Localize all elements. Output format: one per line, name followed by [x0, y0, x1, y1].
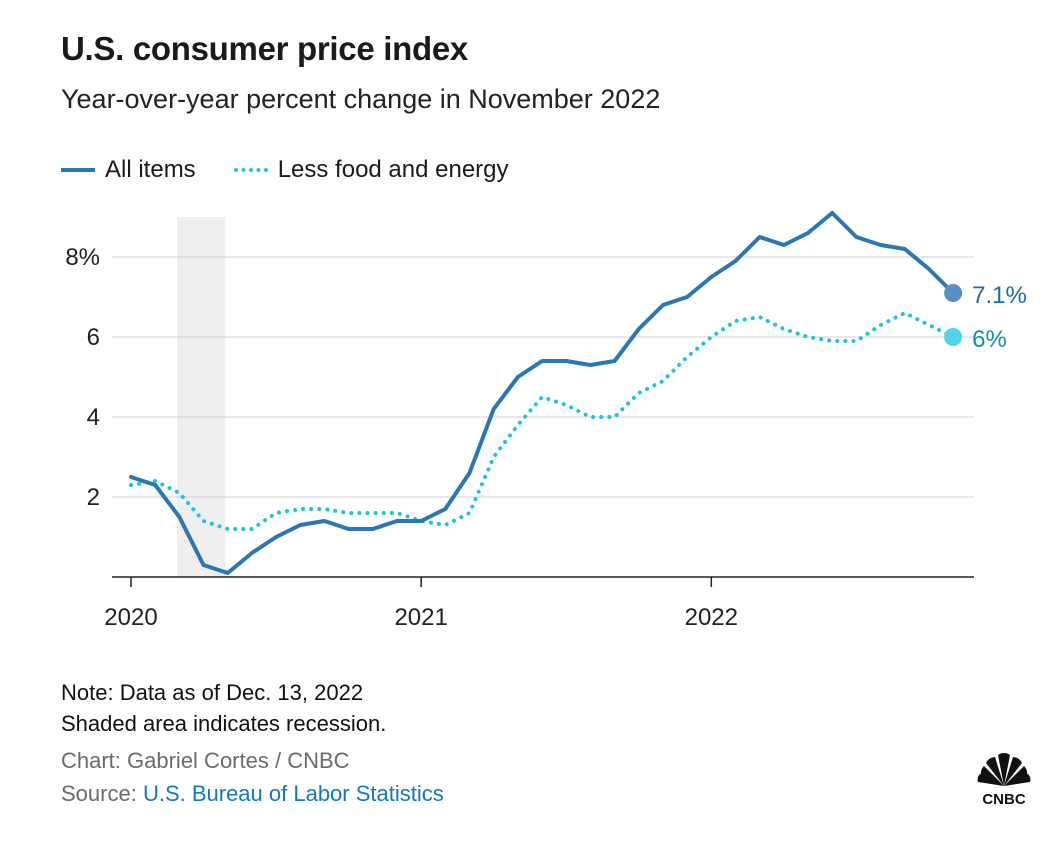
all-items-end-label: 7.1%	[972, 282, 1027, 309]
legend-item-all-items: All items	[61, 156, 196, 184]
x-tick-label: 2020	[104, 604, 157, 631]
y-tick-label: 4	[87, 404, 100, 431]
chart-title: U.S. consumer price index	[61, 30, 468, 67]
recession-shading	[176, 217, 226, 577]
legend: All items Less food and energy	[61, 155, 547, 185]
y-tick-label: 6	[87, 324, 100, 351]
x-tick-label: 2022	[685, 604, 738, 631]
nbc-peacock-icon: CNBC	[977, 753, 1031, 806]
legend-swatch-solid	[61, 168, 95, 172]
note-date: Note: Data as of Dec. 13, 2022	[61, 680, 364, 705]
source-link[interactable]: U.S. Bureau of Labor Statistics	[142, 781, 444, 806]
x-tick-label: 2021	[394, 604, 447, 631]
legend-swatch-dotted	[233, 168, 268, 172]
all-items-line	[129, 211, 956, 575]
all-items-end-dot	[944, 284, 963, 302]
core-cpi-end-dot	[944, 328, 963, 346]
legend-item-core: Less food and energy	[233, 156, 509, 184]
core-cpi-line	[129, 311, 956, 531]
y-tick-label: 8%	[65, 244, 100, 271]
chart-credit: Chart: Gabriel Cortes / CNBC	[61, 748, 350, 773]
legend-label-all-items: All items	[105, 156, 196, 183]
chart-subtitle: Year-over-year percent change in Novembe…	[61, 84, 661, 114]
legend-label-core: Less food and energy	[277, 156, 509, 183]
y-tick-label: 2	[87, 484, 100, 511]
line-chart: 2 4 6 8% 2020 2021 2022 7.1% 6%	[65, 211, 1027, 631]
core-cpi-end-label: 6%	[972, 326, 1007, 353]
source-prefix: Source:	[61, 781, 143, 806]
source-line: Source: U.S. Bureau of Labor Statistics	[61, 781, 444, 807]
cnbc-logo-text: CNBC	[982, 791, 1025, 806]
note-recession: Shaded area indicates recession.	[61, 711, 387, 736]
